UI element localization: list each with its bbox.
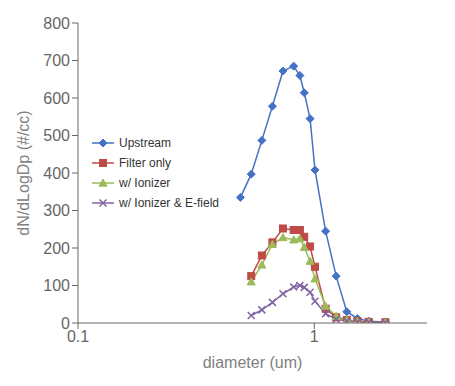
svg-text:800: 800 <box>43 15 70 32</box>
html-text:Upstream: Upstream <box>119 136 171 150</box>
svg-text:700: 700 <box>43 52 70 69</box>
svg-text:0.1: 0.1 <box>67 328 89 345</box>
svg-text:0: 0 <box>61 315 70 332</box>
svg-text:100: 100 <box>43 277 70 294</box>
svg-text:600: 600 <box>43 90 70 107</box>
html-text:w/ Ionizer: w/ Ionizer <box>119 176 171 190</box>
svg-text:400: 400 <box>43 165 70 182</box>
svg-text:300: 300 <box>43 202 70 219</box>
html-text:w/ Ionizer & E-field: w/ Ionizer & E-field <box>119 196 219 210</box>
svg-text:diameter (um): diameter (um) <box>203 354 303 371</box>
svg-text:500: 500 <box>43 127 70 144</box>
svg-text:1: 1 <box>310 328 319 345</box>
html-text:Filter only: Filter only <box>119 156 171 170</box>
svg-text:200: 200 <box>43 240 70 257</box>
svg-text:dN/dLogDp (#/cc): dN/dLogDp (#/cc) <box>15 110 32 235</box>
